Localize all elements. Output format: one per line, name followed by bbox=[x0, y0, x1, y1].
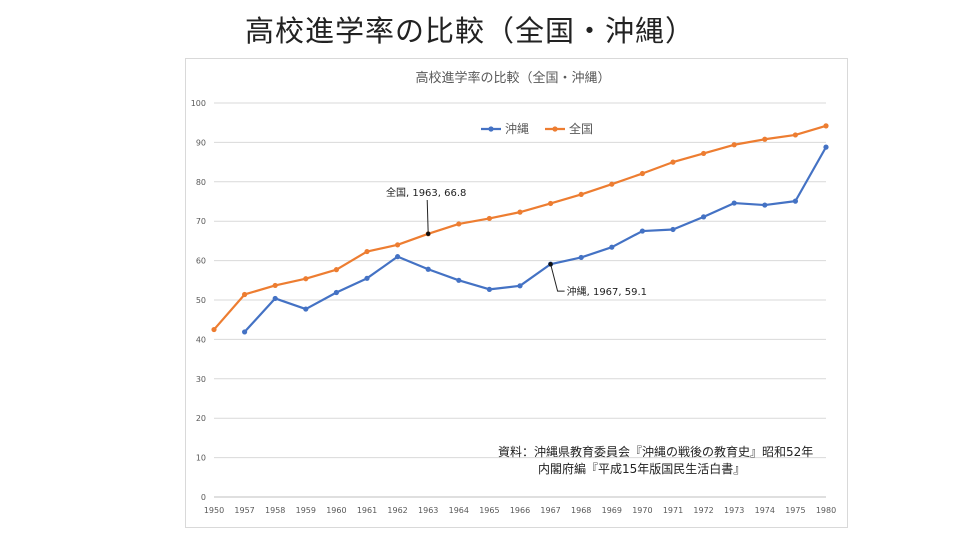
annotation-national-1963: 全国, 1963, 66.8 bbox=[386, 186, 466, 199]
chart-area bbox=[185, 58, 848, 528]
x-tick-label: 1980 bbox=[816, 506, 836, 515]
data-point bbox=[272, 295, 278, 302]
data-point bbox=[609, 244, 615, 250]
y-tick-label: 50 bbox=[196, 296, 206, 305]
data-point bbox=[456, 221, 462, 227]
x-tick-label: 1966 bbox=[510, 506, 530, 515]
data-point bbox=[731, 142, 737, 148]
data-point bbox=[731, 200, 737, 206]
source-note-line1: 資料：沖縄県教育委員会『沖縄の戦後の教育史』昭和52年 bbox=[498, 444, 813, 459]
y-tick-label: 80 bbox=[196, 178, 206, 187]
y-tick-label: 0 bbox=[201, 493, 206, 502]
x-tick-label: 1967 bbox=[540, 506, 560, 515]
y-tick-label: 60 bbox=[196, 257, 206, 266]
data-point bbox=[578, 191, 584, 198]
annotation-leader bbox=[426, 199, 429, 234]
data-point bbox=[823, 123, 829, 129]
x-tick-label: 1969 bbox=[602, 506, 622, 515]
data-point bbox=[425, 266, 431, 272]
y-tick-label: 40 bbox=[196, 335, 206, 344]
data-point bbox=[762, 136, 768, 142]
data-point bbox=[364, 248, 370, 255]
x-tick-label: 1959 bbox=[296, 506, 316, 515]
data-point bbox=[609, 181, 615, 187]
x-tick-label: 1970 bbox=[632, 506, 652, 515]
data-point bbox=[517, 209, 523, 215]
annotation-okinawa-1967: 沖縄, 1967, 59.1 bbox=[567, 285, 647, 298]
y-tick-label: 20 bbox=[196, 414, 206, 423]
data-point bbox=[762, 202, 768, 208]
data-point bbox=[639, 170, 646, 177]
annotation-point bbox=[548, 261, 553, 267]
x-tick-label: 1975 bbox=[785, 506, 805, 515]
data-point bbox=[792, 132, 799, 138]
data-point bbox=[333, 289, 339, 296]
x-tick-label: 1974 bbox=[755, 506, 775, 515]
data-point bbox=[578, 254, 584, 261]
x-tick-label: 1972 bbox=[693, 506, 713, 515]
y-tick-label: 100 bbox=[191, 99, 206, 108]
x-tick-label: 1968 bbox=[571, 506, 591, 515]
x-tick-label: 1957 bbox=[234, 506, 254, 515]
x-tick-label: 1960 bbox=[326, 506, 346, 515]
chart-title: 高校進学率の比較（全国・沖縄） bbox=[415, 70, 610, 86]
source-note-line2: 内閣府編『平成15年版国民生活白書』 bbox=[538, 461, 745, 476]
y-tick-label: 10 bbox=[196, 454, 206, 463]
x-tick-label: 1971 bbox=[663, 506, 683, 515]
series-line-沖縄 bbox=[243, 146, 827, 333]
data-point bbox=[333, 267, 339, 273]
data-point bbox=[670, 226, 676, 233]
x-tick-label: 1963 bbox=[418, 506, 438, 515]
slide-title: 高校進学率の比較（全国・沖縄） bbox=[244, 14, 695, 48]
legend-label: 全国 bbox=[569, 121, 593, 136]
data-point bbox=[395, 242, 401, 248]
data-point bbox=[272, 282, 278, 289]
data-point bbox=[792, 198, 799, 204]
legend-label: 沖縄 bbox=[505, 121, 529, 136]
annotation-leader bbox=[550, 264, 565, 292]
data-point bbox=[670, 159, 676, 165]
data-point bbox=[517, 283, 523, 289]
data-point bbox=[242, 291, 248, 298]
x-tick-label: 1962 bbox=[387, 506, 407, 515]
data-point bbox=[395, 254, 401, 260]
y-tick-label: 70 bbox=[196, 217, 206, 226]
data-point bbox=[242, 329, 248, 335]
y-tick-label: 30 bbox=[196, 375, 206, 384]
data-point bbox=[486, 215, 492, 222]
x-tick-label: 1950 bbox=[204, 506, 224, 515]
annotation-point bbox=[426, 231, 431, 237]
data-point bbox=[364, 275, 370, 281]
x-tick-label: 1958 bbox=[265, 506, 285, 515]
data-point bbox=[823, 144, 829, 150]
data-point bbox=[639, 228, 646, 234]
data-point bbox=[303, 276, 309, 282]
data-point bbox=[486, 286, 492, 292]
x-tick-label: 1973 bbox=[724, 506, 744, 515]
data-point bbox=[456, 277, 462, 283]
data-point bbox=[303, 306, 309, 312]
legend-swatch-marker bbox=[488, 126, 494, 132]
x-tick-label: 1965 bbox=[479, 506, 499, 515]
legend-swatch-marker bbox=[552, 126, 558, 132]
data-point bbox=[701, 150, 707, 157]
series-line-全国 bbox=[213, 124, 827, 331]
y-tick-label: 90 bbox=[196, 138, 206, 147]
x-tick-label: 1961 bbox=[357, 506, 377, 515]
data-point bbox=[548, 200, 554, 207]
data-point bbox=[211, 326, 217, 333]
data-point bbox=[701, 214, 707, 220]
x-tick-label: 1964 bbox=[449, 506, 469, 515]
